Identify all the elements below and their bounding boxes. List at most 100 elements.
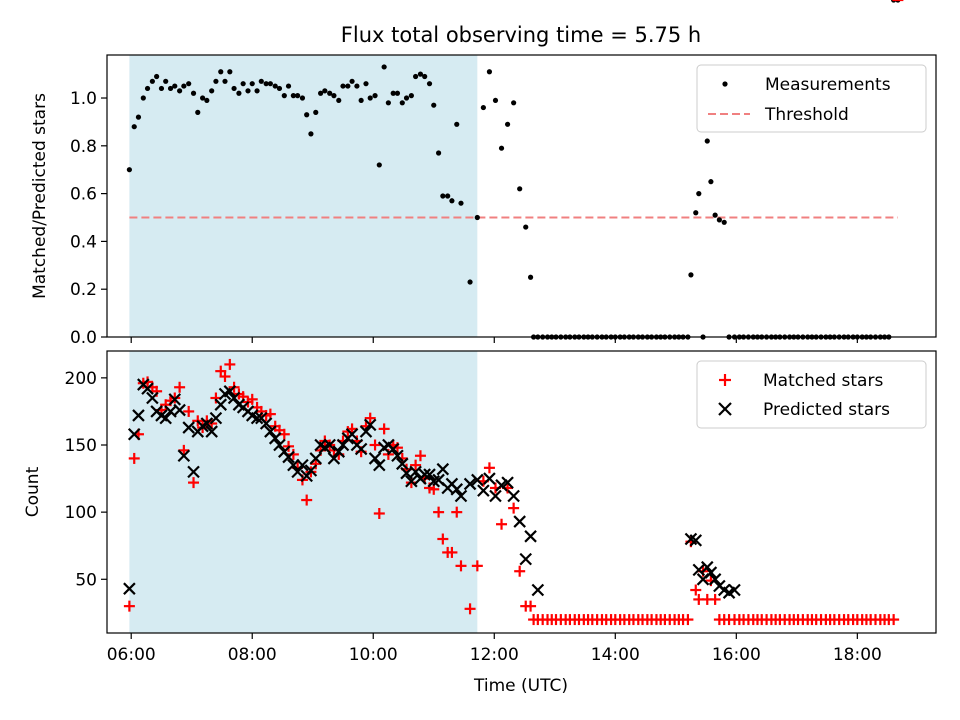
matched-star-point <box>690 584 702 596</box>
predicted-star-point <box>359 425 373 438</box>
legend-predicted-marker <box>718 402 732 416</box>
matched-star-point <box>219 371 231 383</box>
measurement-point <box>358 97 364 104</box>
bottom-y-tick-label: 50 <box>75 570 97 590</box>
predicted-stars-points <box>123 378 741 599</box>
measurement-point <box>236 90 242 96</box>
measurement-point <box>140 95 146 101</box>
measurement-point <box>517 186 523 192</box>
matched-star-point <box>888 614 900 626</box>
predicted-star-point <box>327 452 341 465</box>
measurement-point <box>480 104 486 111</box>
measurement-point <box>172 83 178 89</box>
measurement-point <box>445 193 451 199</box>
predicted-star-point <box>304 464 318 477</box>
matched-star-point <box>514 565 526 577</box>
predicted-star-point <box>127 427 141 441</box>
predicted-star-point <box>507 489 520 503</box>
bottom-y-ticks: 50 100 150 200 <box>65 369 107 590</box>
x-tick-label: 16:00 <box>712 645 761 665</box>
matched-star-point <box>682 614 694 626</box>
measurement-point <box>527 274 534 280</box>
matched-star-point <box>224 358 236 370</box>
predicted-star-point <box>463 477 477 491</box>
measurement-point <box>712 212 718 218</box>
measurement-point <box>349 78 355 84</box>
measurement-point <box>498 145 505 151</box>
measurement-point <box>449 198 455 204</box>
matched-star-point <box>174 381 186 393</box>
predicted-star-point <box>336 438 350 452</box>
predicted-star-point <box>354 442 368 456</box>
top-y-ticks: 0.0 0.2 0.4 0.6 0.8 1.0 <box>70 89 107 348</box>
legend-threshold-label: Threshold <box>764 105 849 125</box>
measurement-point <box>417 71 424 77</box>
top-y-tick-label: 0.2 <box>70 280 97 300</box>
measurement-point <box>285 83 292 89</box>
measurement-point <box>693 210 699 216</box>
predicted-star-point <box>123 582 136 595</box>
predicted-star-point <box>141 382 154 395</box>
predicted-star-point <box>209 411 223 425</box>
measurement-point <box>523 224 529 230</box>
predicted-star-point <box>173 403 186 417</box>
measurement-point <box>399 100 405 106</box>
measurement-point <box>290 93 296 99</box>
measurement-point <box>240 81 246 87</box>
predicted-star-point <box>259 417 273 430</box>
predicted-star-point <box>501 476 514 489</box>
bottom-legend: Matched stars Predicted stars <box>696 360 927 429</box>
measurement-point <box>299 95 306 101</box>
predicted-star-point <box>287 458 300 472</box>
matched-star-point <box>455 560 467 572</box>
matched-star-point <box>414 450 426 462</box>
measurement-point <box>209 88 215 94</box>
matched-star-point <box>451 506 463 518</box>
measurement-point <box>721 219 727 225</box>
matched-star-point <box>483 462 495 474</box>
predicted-star-point <box>264 425 277 438</box>
measurement-point <box>200 95 206 101</box>
predicted-star-point <box>182 421 195 434</box>
top-legend-box <box>696 64 927 133</box>
measurement-point <box>704 138 710 144</box>
measurement-point <box>696 191 702 197</box>
predicted-star-point <box>423 468 436 481</box>
measurement-point <box>345 83 351 89</box>
measurement-point <box>504 121 511 127</box>
bottom-y-tick-label: 100 <box>65 503 97 523</box>
matched-star-point <box>446 546 458 558</box>
measurement-point <box>372 93 378 99</box>
measurement-point <box>385 100 391 106</box>
measurement-point <box>327 90 333 96</box>
matched-star-point <box>178 444 190 456</box>
measurement-point <box>431 102 437 108</box>
measurement-point <box>154 73 160 80</box>
measurement-point <box>213 78 219 84</box>
predicted-star-point <box>146 391 159 405</box>
measurement-point <box>177 88 183 94</box>
legend-matched-marker <box>719 374 731 386</box>
predicted-star-point <box>436 462 450 476</box>
predicted-star-point <box>531 583 545 597</box>
measurement-point <box>254 88 260 94</box>
predicted-star-point <box>282 450 295 464</box>
predicted-star-point <box>524 530 537 543</box>
bottom-y-tick-label: 200 <box>65 369 97 389</box>
predicted-star-point <box>268 432 282 445</box>
measurement-point <box>331 93 337 99</box>
measurement-point <box>218 69 224 75</box>
matched-star-point <box>123 600 135 612</box>
measurement-point <box>454 121 460 127</box>
x-tick-label: 18:00 <box>833 645 882 665</box>
legend-measurements-label: Measurements <box>765 75 891 95</box>
measurement-point <box>126 167 132 173</box>
measurement-point <box>440 193 446 199</box>
predicted-star-point <box>296 458 309 472</box>
measurements-points <box>126 0 901 340</box>
predicted-star-point <box>418 468 431 481</box>
x-tick-label: 08:00 <box>228 645 277 665</box>
matched-star-point <box>709 593 721 605</box>
predicted-star-point <box>291 465 304 479</box>
